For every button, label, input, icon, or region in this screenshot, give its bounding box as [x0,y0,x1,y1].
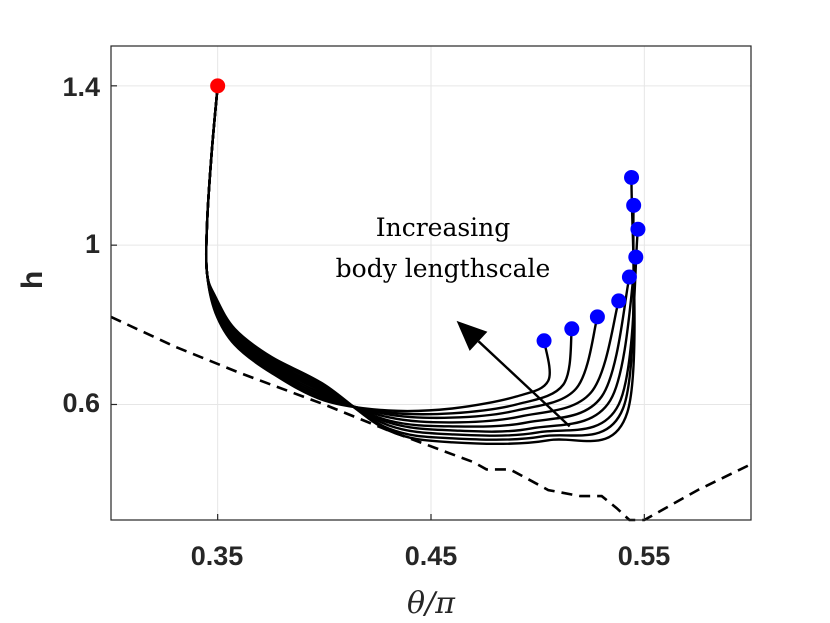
trajectory-series [205,85,640,446]
end-point [626,197,642,213]
axis-ticks [111,85,645,520]
annotation-arrow-head [456,320,488,351]
end-point [628,249,644,265]
annotation: Increasing body lengthscale [336,213,571,428]
x-tick-label: 0.55 [618,541,671,571]
start-point [210,78,226,94]
y-tick-label: 0.6 [62,388,100,418]
y-tick-label: 1 [85,229,100,259]
x-axis-label: θ/π [407,586,456,621]
end-point [630,221,646,237]
end-point [564,321,580,337]
trajectory-line [205,85,573,416]
end-point [536,333,552,349]
tick-labels: 0.35 0.45 0.55 0.6 1 1.4 [62,72,670,571]
trajectory-line [205,85,636,446]
markers [210,78,646,349]
x-tick-label: 0.45 [405,541,458,571]
annotation-arrow-shaft [477,340,571,428]
y-axis-label: h [16,271,49,289]
y-tick-label: 1.4 [62,72,100,102]
end-point [611,293,627,309]
end-point [621,269,637,285]
end-point [589,309,605,325]
x-tick-label: 0.35 [191,541,244,571]
end-point [624,169,640,185]
annotation-line-1: Increasing [376,213,511,242]
annotation-line-2: body lengthscale [336,254,551,283]
